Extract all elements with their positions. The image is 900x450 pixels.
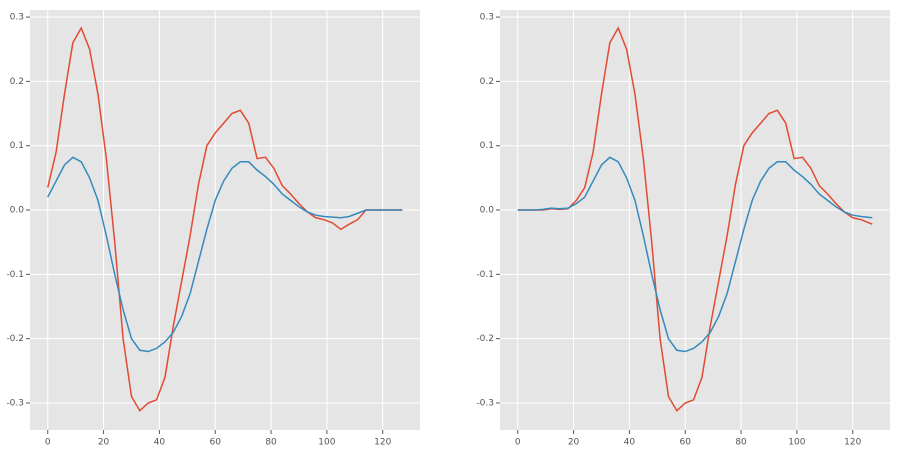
x-tick-label: 40 (154, 438, 166, 448)
x-tick-label: 0 (515, 438, 521, 448)
series-line (47, 26, 403, 412)
chart-panel: -0.3 -0.2 -0.1 0.0 0.1 0.2 0.3 0 20 40 60 80 100 120 (476, 10, 890, 448)
x-tick-label: 120 (374, 438, 391, 448)
x-tick-label: 120 (844, 438, 861, 448)
x-tick-label: 80 (735, 438, 747, 448)
x-tick-label: 0 (45, 438, 51, 448)
x-tick-label: 100 (318, 438, 335, 448)
y-tick-label: -0.3 (476, 398, 494, 408)
x-tick-label: 100 (788, 438, 805, 448)
x-tick-label: 60 (210, 438, 222, 448)
x-tick-label: 20 (98, 438, 110, 448)
series-line (47, 156, 403, 353)
x-tick-label: 20 (568, 438, 580, 448)
plot-area (30, 10, 420, 430)
y-tick-label: 0.2 (480, 77, 494, 87)
x-tick-label: 40 (624, 438, 636, 448)
y-tick-label: -0.3 (6, 398, 24, 408)
series-line (517, 26, 873, 412)
x-tick-label: 60 (680, 438, 692, 448)
plot-area (500, 10, 890, 430)
y-tick-label: 0.1 (10, 141, 24, 151)
series-line (517, 156, 873, 353)
y-tick-label: 0.3 (10, 13, 24, 23)
y-tick-label: 0.3 (480, 13, 494, 23)
y-tick-label: -0.1 (476, 270, 494, 280)
y-tick-label: 0.0 (10, 206, 25, 216)
y-tick-label: -0.2 (6, 334, 24, 344)
y-tick-label: 0.0 (480, 206, 495, 216)
chart-panel: -0.3 -0.2 -0.1 0.0 0.1 0.2 0.3 0 20 40 60 80 100 120 (6, 10, 420, 448)
y-tick-label: -0.1 (6, 270, 24, 280)
y-tick-label: -0.2 (476, 334, 494, 344)
x-tick-label: 80 (265, 438, 277, 448)
y-tick-label: 0.1 (480, 141, 494, 151)
y-tick-label: 0.2 (10, 77, 24, 87)
